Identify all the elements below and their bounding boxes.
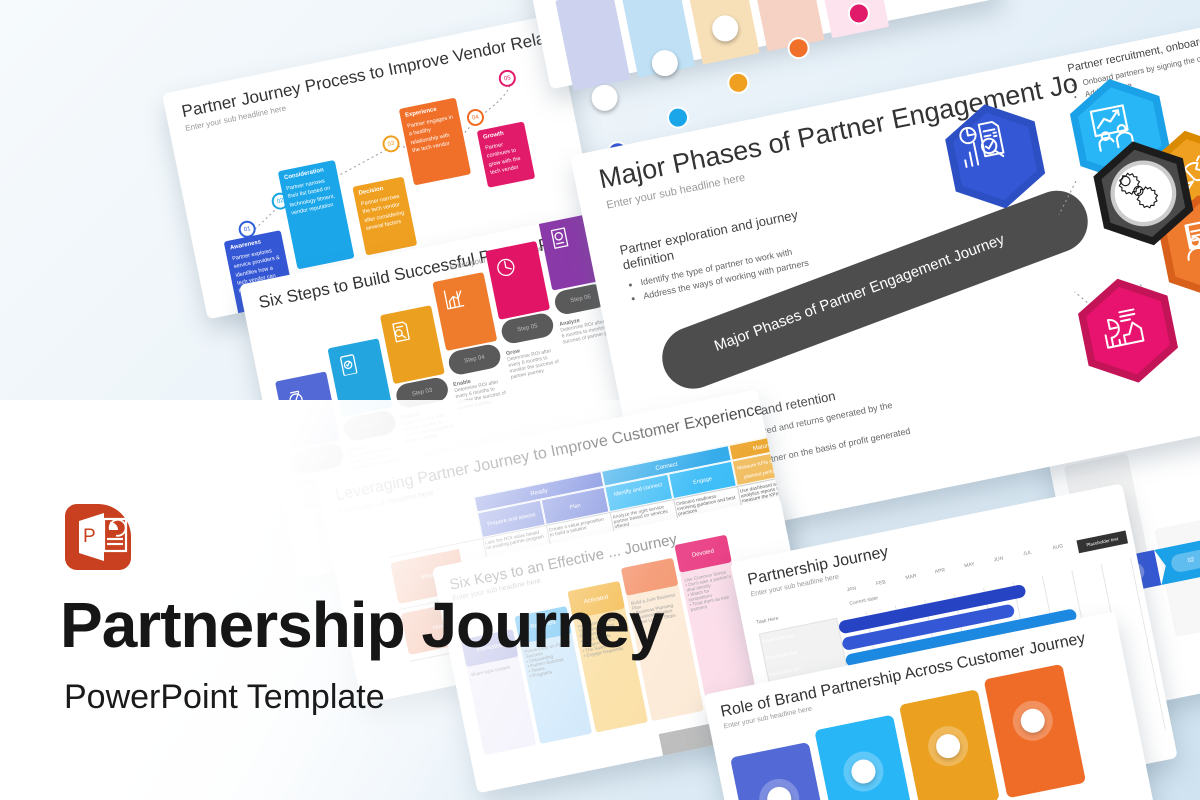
svg-text:P: P [83,526,96,547]
